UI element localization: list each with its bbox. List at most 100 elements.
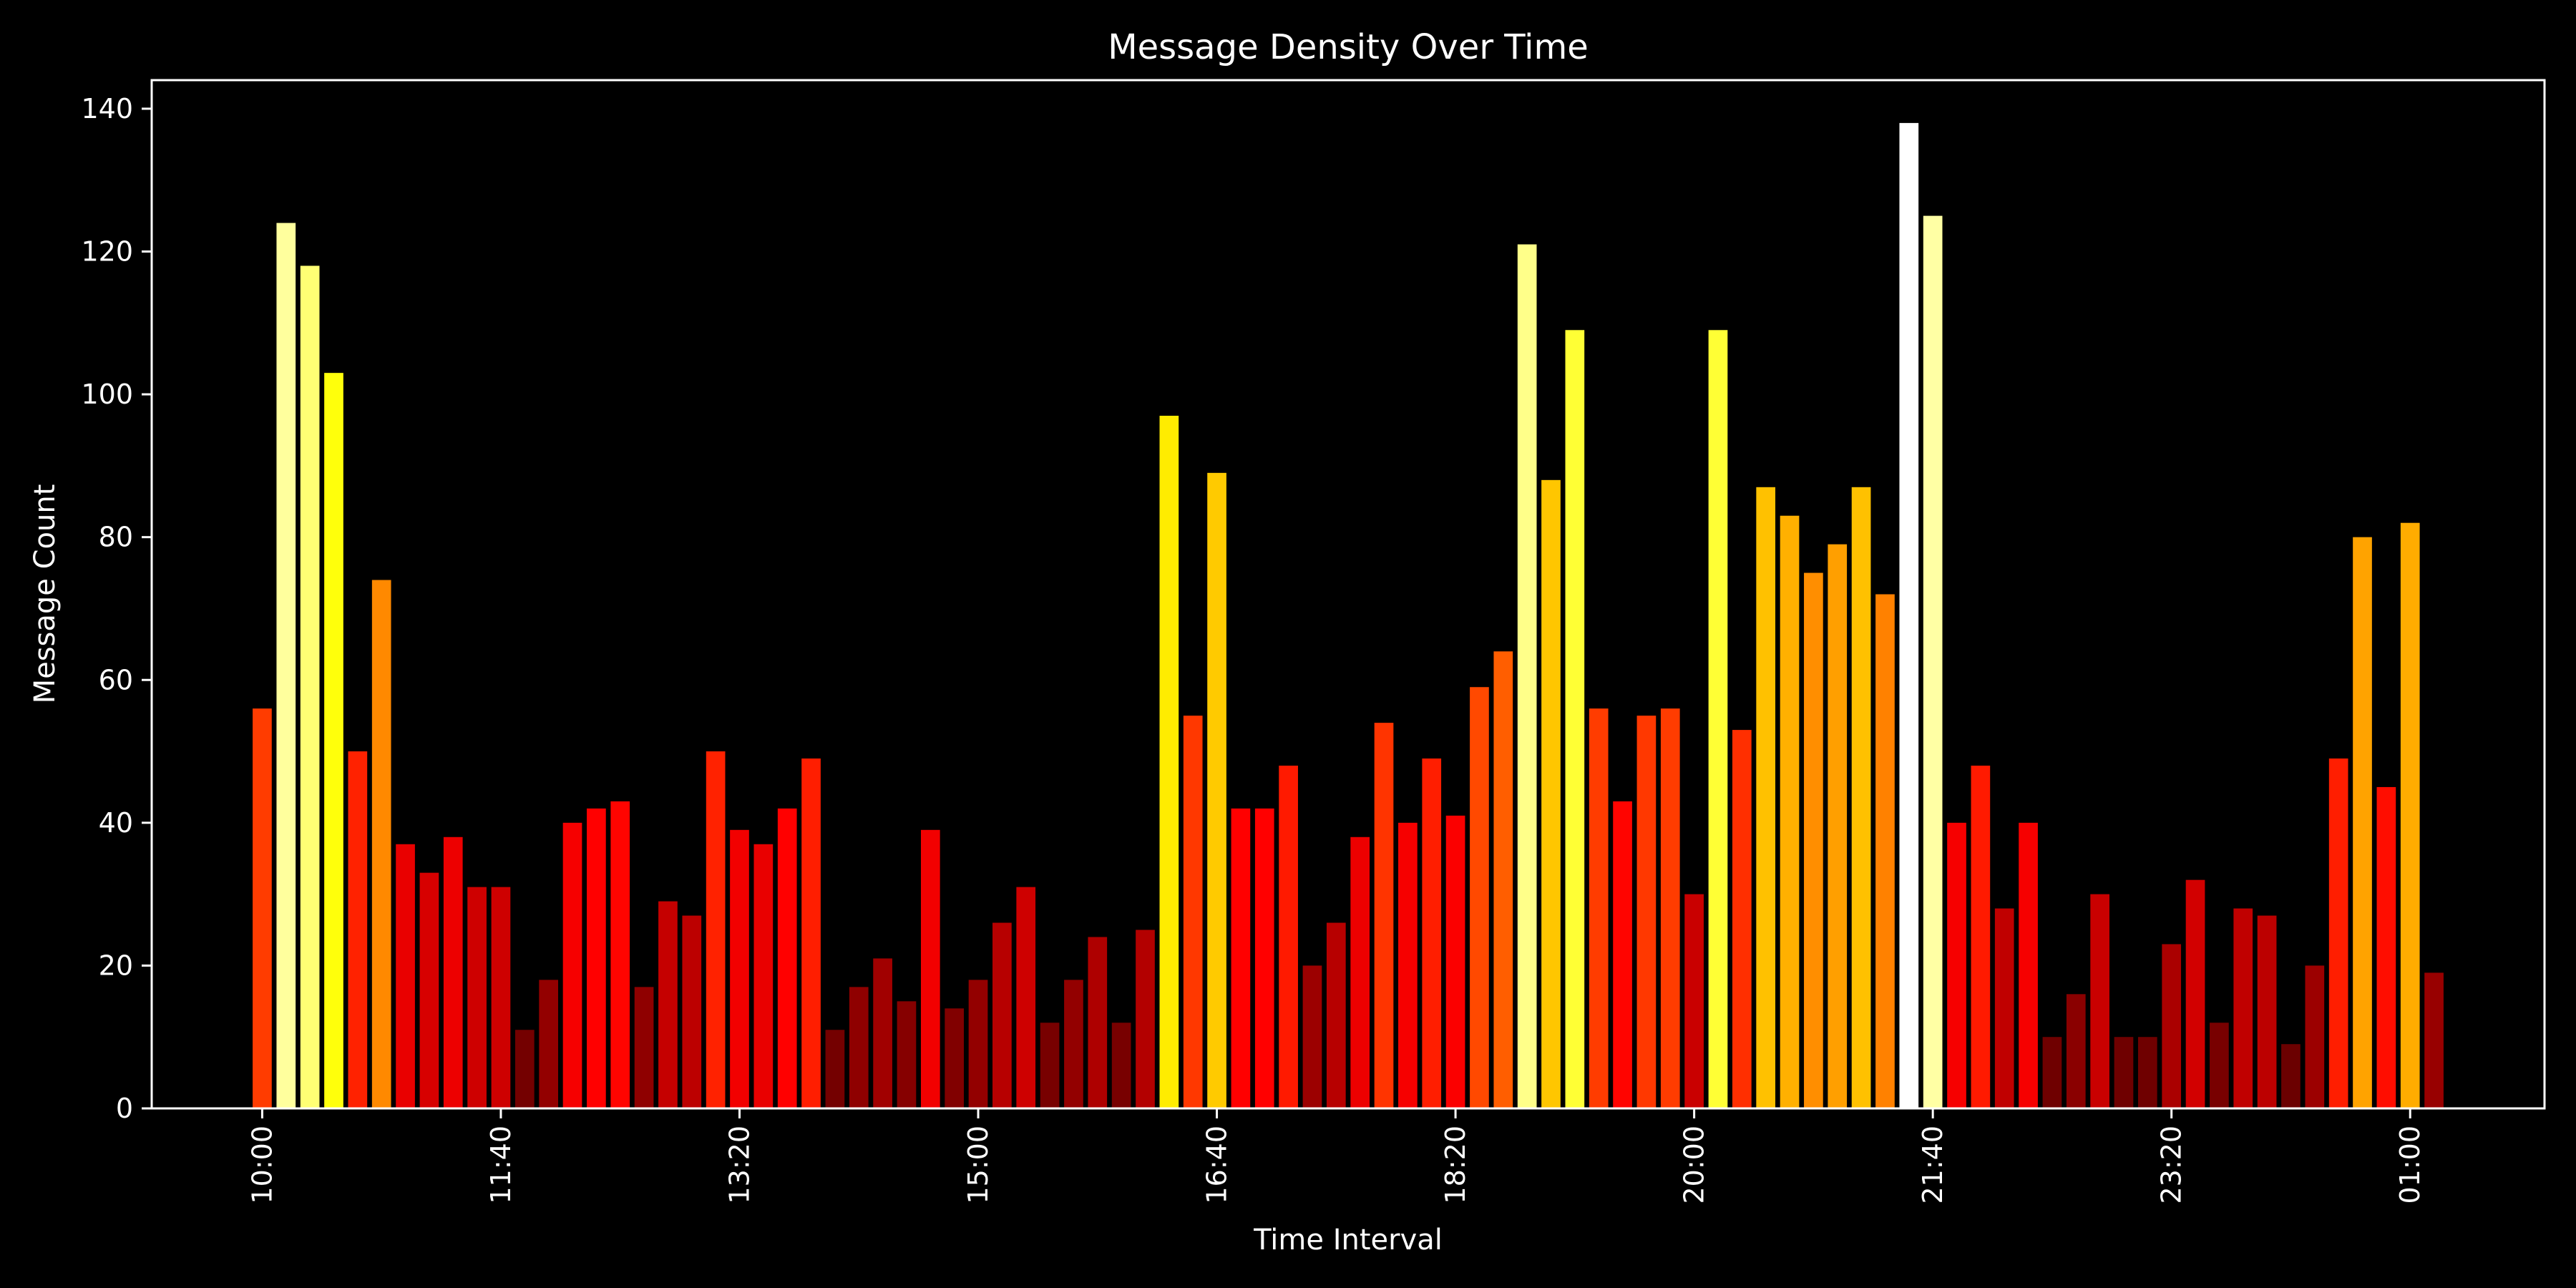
bar-12:40 [634, 987, 654, 1108]
bar-22:40 [2066, 994, 2086, 1108]
bar-20:20 [1732, 730, 1752, 1108]
bar-18:10 [1422, 758, 1442, 1108]
bar-17:10 [1279, 766, 1298, 1108]
y-tick-label: 0 [116, 1093, 133, 1124]
bar-11:50 [514, 1030, 535, 1108]
bar-18:50 [1517, 244, 1537, 1108]
x-tick-label: 10:00 [246, 1126, 278, 1204]
bar-18:30 [1470, 687, 1489, 1108]
bar-21:20 [1875, 594, 1895, 1108]
bar-12:00 [539, 980, 558, 1109]
bar-15:40 [1064, 980, 1083, 1109]
bar-13:40 [777, 808, 797, 1109]
bar-18:40 [1493, 651, 1513, 1108]
bar-17:50 [1374, 723, 1394, 1109]
bar-23:10 [2137, 1037, 2157, 1108]
bar-14:20 [873, 958, 892, 1108]
bar-20:10 [1708, 330, 1728, 1108]
bar-15:10 [992, 922, 1012, 1108]
y-tick-label: 40 [99, 807, 133, 839]
bar-11:00 [396, 844, 415, 1108]
x-tick-label: 21:40 [1917, 1126, 1948, 1204]
bar-13:00 [682, 915, 702, 1108]
bar-19:30 [1613, 801, 1632, 1108]
bar-10:00 [253, 708, 272, 1108]
bar-21:00 [1828, 544, 1848, 1108]
x-axis-ticks: 10:00 11:40 13:20 15:00 16:40 18:20 20:00 21:40… [246, 1108, 2426, 1204]
bar-14:40 [920, 829, 940, 1108]
bar-16:00 [1111, 1023, 1131, 1108]
bar-12:50 [658, 901, 678, 1108]
bar-15:30 [1040, 1023, 1060, 1108]
bar-00:40 [2353, 537, 2372, 1108]
bar-12:10 [562, 822, 582, 1108]
bar-14:00 [825, 1030, 845, 1108]
bar-11:20 [443, 836, 463, 1108]
bar-12:30 [610, 801, 630, 1108]
bar-21:40 [1923, 215, 1943, 1109]
y-tick-label: 120 [81, 236, 133, 268]
bar-19:00 [1541, 479, 1561, 1108]
bar-16:40 [1207, 472, 1226, 1108]
bar-23:40 [2210, 1023, 2229, 1108]
plot-frame [150, 79, 2546, 1110]
y-tick-label: 20 [99, 950, 133, 981]
bar-17:00 [1254, 808, 1274, 1109]
bar-14:30 [897, 1001, 917, 1108]
bar-16:20 [1159, 416, 1179, 1108]
chart-title: Message Density Over Time [1108, 27, 1589, 67]
bar-15:20 [1016, 887, 1036, 1108]
bar-21:50 [1947, 822, 1966, 1108]
bar-20:00 [1684, 894, 1704, 1109]
x-tick-label: 11:40 [485, 1126, 517, 1204]
bar-18:20 [1445, 815, 1465, 1108]
y-tick-label: 80 [99, 522, 133, 553]
bar-17:20 [1302, 965, 1322, 1108]
bar-00:50 [2376, 786, 2396, 1108]
bar-00:00 [2257, 915, 2277, 1108]
bar-22:20 [2019, 822, 2038, 1108]
bar-00:20 [2305, 965, 2325, 1108]
bar-10:20 [300, 265, 320, 1109]
x-tick-label: 23:20 [2156, 1126, 2187, 1204]
bar-22:10 [1994, 908, 2014, 1108]
y-tick-label: 60 [99, 664, 133, 696]
bar-22:30 [2042, 1037, 2062, 1108]
x-tick-label: 01:00 [2394, 1126, 2426, 1204]
plot-area [152, 80, 2545, 1108]
bar-01:00 [2400, 522, 2420, 1108]
bar-13:20 [730, 829, 749, 1108]
bar-14:10 [849, 987, 869, 1108]
bar-23:30 [2185, 879, 2205, 1108]
bar-17:30 [1326, 922, 1346, 1108]
bar-21:30 [1899, 122, 1919, 1109]
bar-10:40 [348, 751, 368, 1108]
bar-15:00 [968, 980, 988, 1109]
bar-21:10 [1851, 487, 1871, 1108]
bar-23:50 [2233, 908, 2253, 1108]
x-tick-label: 20:00 [1679, 1126, 1710, 1204]
bar-00:10 [2281, 1044, 2301, 1108]
bar-20:40 [1780, 515, 1800, 1108]
bar-23:00 [2114, 1037, 2134, 1108]
bar-13:50 [801, 758, 821, 1108]
bar-10:30 [324, 373, 343, 1108]
bar-22:50 [2090, 894, 2109, 1109]
bar-23:20 [2162, 944, 2182, 1108]
bar-11:30 [467, 887, 487, 1108]
bar-12:20 [587, 808, 606, 1109]
bar-16:30 [1183, 716, 1203, 1108]
bar-19:40 [1636, 716, 1657, 1108]
bar-11:10 [419, 872, 439, 1108]
bar-19:50 [1660, 708, 1680, 1108]
y-axis-ticks: 0 20 40 60 80 100 120 140 [81, 93, 152, 1124]
y-tick-label: 140 [81, 93, 133, 125]
bar-13:30 [753, 844, 774, 1108]
bar-19:20 [1589, 708, 1609, 1108]
bar-15:50 [1088, 937, 1108, 1108]
bar-16:50 [1231, 808, 1251, 1109]
bar-20:30 [1756, 487, 1776, 1108]
bar-20:50 [1804, 572, 1823, 1108]
